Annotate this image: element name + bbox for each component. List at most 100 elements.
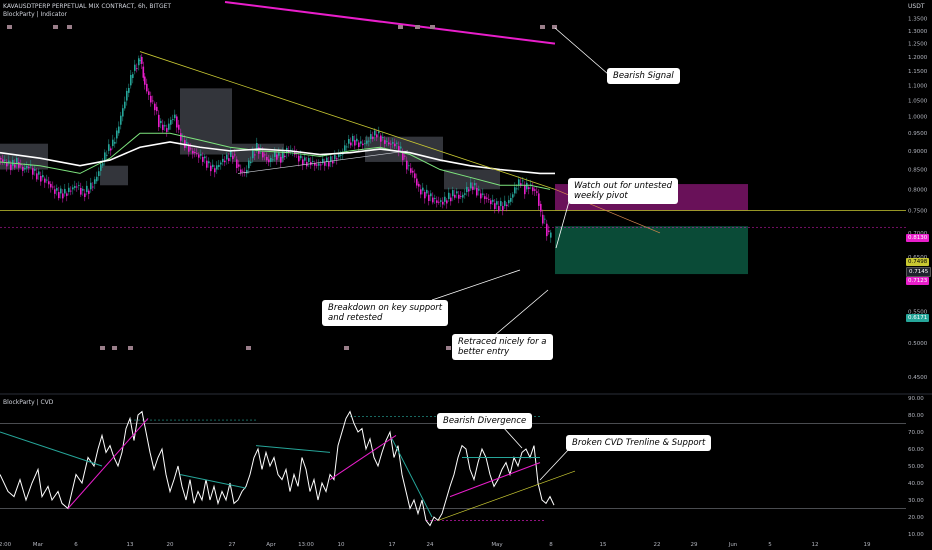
- candle-body: [78, 185, 80, 186]
- candle-body: [104, 152, 106, 161]
- candle-body: [138, 58, 140, 66]
- candle-body: [130, 74, 132, 86]
- bearish-signal-callout: Bearish Signal: [607, 68, 680, 84]
- candle-body: [378, 131, 380, 134]
- time-tick-label: 24: [427, 542, 434, 548]
- candle-body: [492, 199, 494, 202]
- candle-body: [472, 186, 474, 190]
- candle-body: [262, 152, 264, 158]
- candle-body: [510, 197, 512, 202]
- candle-body: [496, 201, 498, 205]
- time-tick-label: 6: [74, 542, 78, 548]
- candle-body: [546, 223, 548, 237]
- candle-body: [124, 101, 126, 109]
- candle-body: [550, 232, 552, 238]
- candle-body: [506, 204, 508, 207]
- time-tick-label: 19: [864, 542, 871, 548]
- candle-body: [344, 145, 346, 151]
- candle-body: [14, 164, 16, 168]
- candle-body: [476, 187, 478, 196]
- candle-body: [36, 173, 38, 180]
- candle-body: [458, 194, 460, 199]
- candle-body: [424, 192, 426, 199]
- bearish-divergence-callout: Bearish Divergence: [437, 413, 533, 429]
- candle-body: [464, 193, 466, 195]
- cvd-indicator-title[interactable]: BlockParty | CVD: [3, 399, 54, 406]
- candle-body: [368, 140, 370, 142]
- candle-body: [18, 161, 20, 168]
- candle-body: [238, 164, 240, 167]
- candle-body: [524, 185, 526, 195]
- candle-body: [172, 119, 174, 120]
- symbol-title[interactable]: KAVAUSDTPERP PERPETUAL MIX CONTRACT, 6h,…: [3, 3, 172, 10]
- candle-body: [236, 159, 238, 169]
- candle-body: [502, 206, 504, 211]
- candle-body: [482, 193, 484, 195]
- candle-body: [108, 144, 110, 151]
- candle-body: [338, 154, 340, 157]
- candle-body: [406, 160, 408, 170]
- price-tick-label: 0.9000: [908, 149, 928, 155]
- candle-body: [474, 183, 476, 186]
- candle-body: [374, 130, 376, 136]
- candle-body: [408, 165, 410, 167]
- candle-body: [94, 179, 96, 184]
- candle-body: [156, 106, 158, 112]
- signal-marker: [67, 25, 72, 29]
- candle-body: [322, 158, 324, 164]
- candle-body: [8, 160, 10, 164]
- cvd-trend-segment: [449, 462, 541, 498]
- candle-body: [54, 189, 56, 194]
- candle-body: [358, 142, 360, 147]
- candle-body: [208, 161, 210, 164]
- candle-body: [478, 189, 480, 191]
- candle-body: [352, 135, 354, 142]
- candle-body: [6, 161, 8, 167]
- candle-body: [34, 168, 36, 171]
- candle-body: [438, 201, 440, 203]
- candle-body: [402, 150, 404, 161]
- candle-body: [128, 87, 130, 93]
- candle-body: [484, 196, 486, 200]
- candle-body: [0, 158, 2, 160]
- price-tick-label: 1.1500: [908, 69, 928, 75]
- candle-body: [446, 200, 448, 204]
- candle-body: [470, 182, 472, 188]
- candle-body: [416, 178, 418, 186]
- candle-body: [376, 134, 378, 138]
- price-tick-label: 0.4500: [908, 375, 928, 381]
- candle-body: [490, 200, 492, 205]
- candle-body: [480, 193, 482, 199]
- candle-body: [192, 150, 194, 154]
- candle-body: [530, 184, 532, 186]
- candle-body: [372, 136, 374, 139]
- price-tick-label: 1.0000: [908, 114, 928, 120]
- time-tick-label: 22: [654, 542, 661, 548]
- candle-body: [56, 188, 58, 191]
- time-tick-label: Apr: [266, 542, 276, 548]
- candle-body: [64, 188, 66, 194]
- callout-pointer: [494, 289, 549, 336]
- candle-body: [444, 196, 446, 202]
- candle-body: [98, 171, 100, 176]
- candle-body: [26, 165, 28, 169]
- time-tick-label: 2:00: [0, 542, 12, 548]
- candle-body: [456, 191, 458, 194]
- currency-label: USDT: [908, 3, 925, 10]
- candle-body: [442, 201, 444, 205]
- candle-body: [272, 159, 274, 161]
- candle-body: [256, 143, 258, 151]
- candle-body: [204, 156, 206, 159]
- cvd-trend-segment: [391, 438, 433, 518]
- candle-body: [174, 114, 176, 119]
- candle-body: [500, 201, 502, 207]
- ma-green-line: [0, 132, 551, 190]
- cvd-tick-label: 70.00: [908, 430, 924, 436]
- signal-marker: [100, 346, 105, 350]
- candle-body: [202, 156, 204, 162]
- candle-body: [414, 173, 416, 179]
- candle-body: [382, 136, 384, 138]
- time-tick-label: 20: [167, 542, 174, 548]
- indicator-title[interactable]: BlockParty | Indicator: [3, 11, 67, 18]
